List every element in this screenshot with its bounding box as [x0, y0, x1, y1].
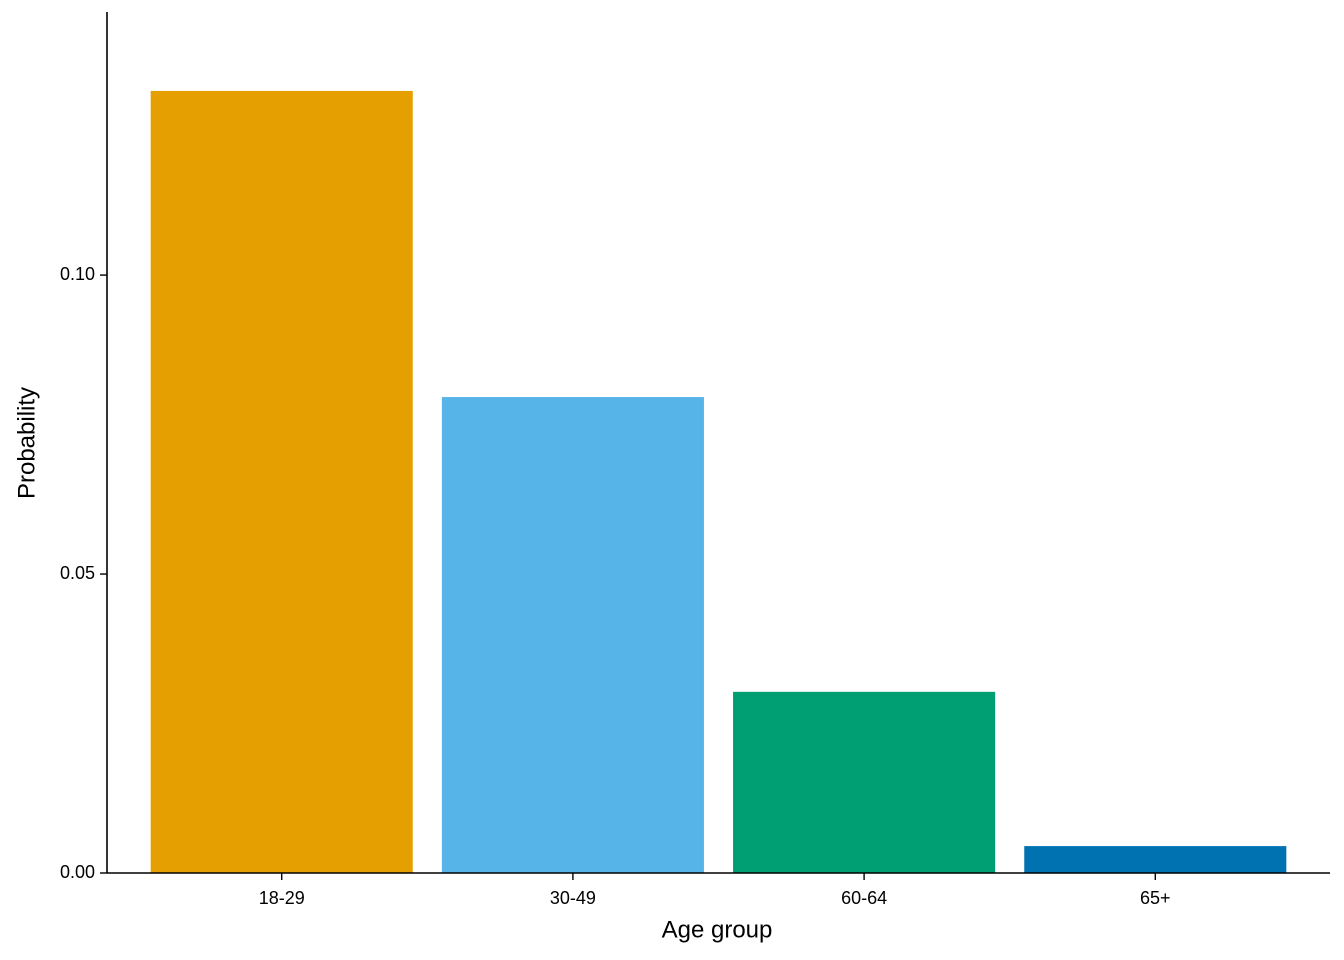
- x-axis-title: Age group: [662, 916, 773, 943]
- y-tick-label: 0.10: [60, 264, 95, 284]
- bar: [733, 691, 996, 873]
- x-tick-label: 30-49: [550, 888, 596, 908]
- y-tick-label: 0.00: [60, 862, 95, 882]
- bar: [1024, 846, 1287, 873]
- x-tick-label: 18-29: [259, 888, 305, 908]
- x-tick-label: 60-64: [841, 888, 887, 908]
- x-tick-label: 65+: [1140, 888, 1171, 908]
- y-tick-label: 0.05: [60, 563, 95, 583]
- y-axis-title: Probability: [13, 387, 40, 499]
- bar: [441, 397, 704, 873]
- bar: [150, 90, 413, 874]
